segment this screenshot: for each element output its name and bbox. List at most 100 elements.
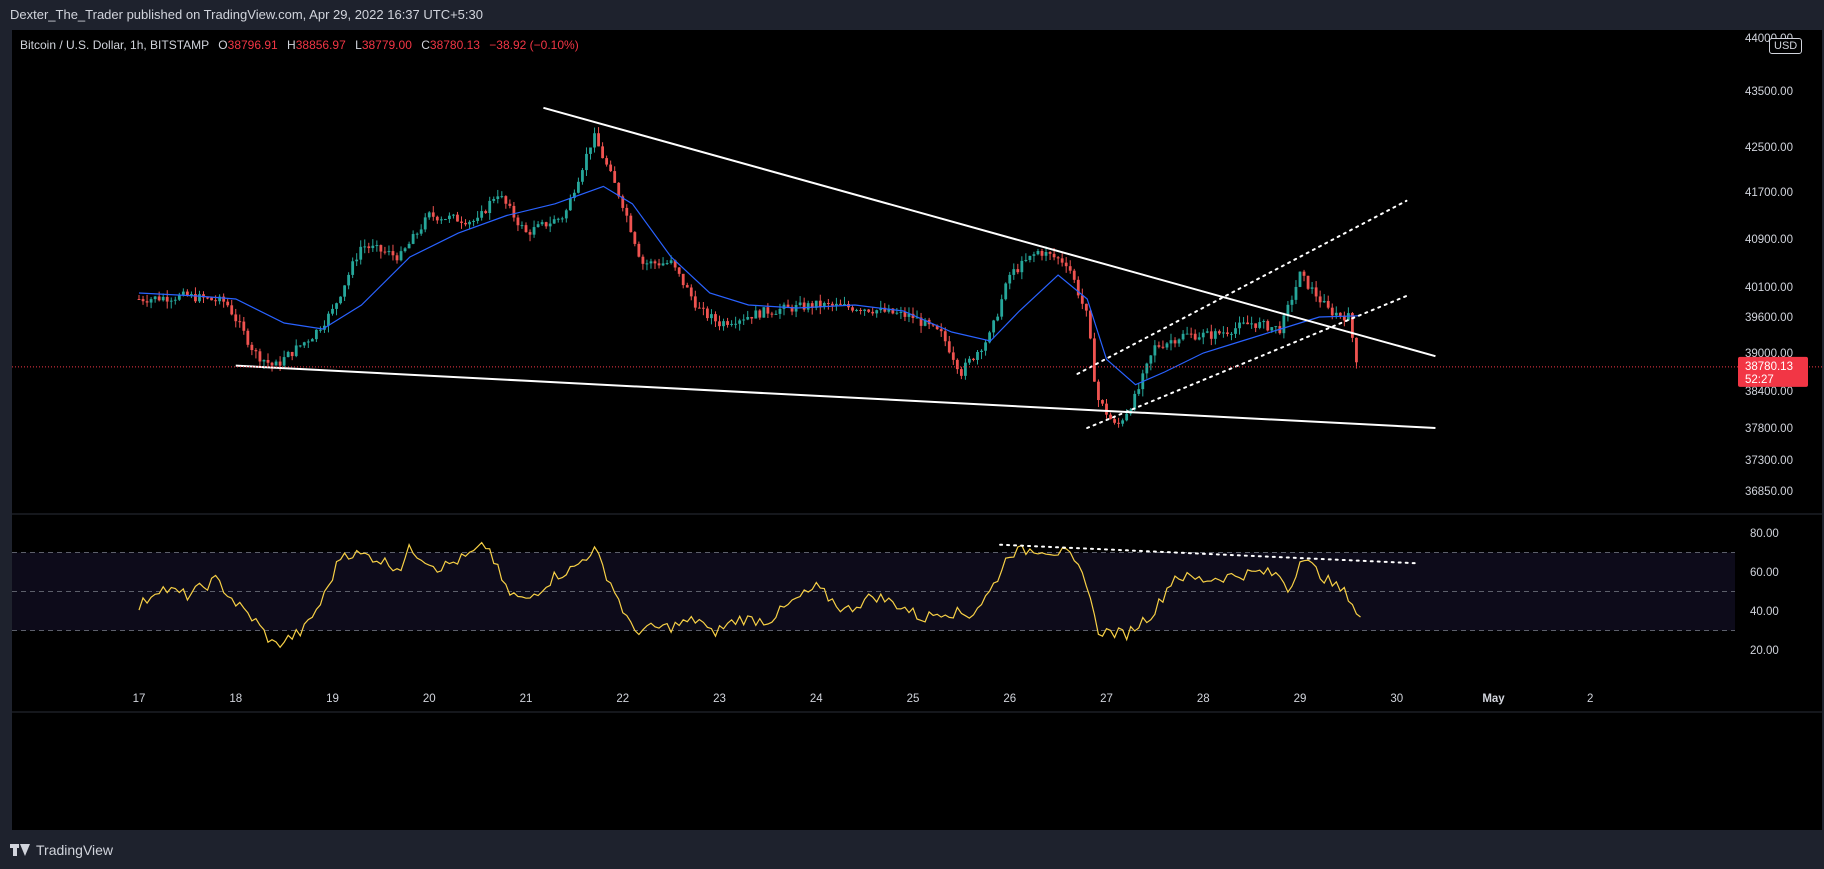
channel-line[interactable] — [1076, 199, 1408, 375]
candle-body — [798, 302, 802, 306]
candle-body — [423, 217, 427, 230]
candle-body — [391, 251, 395, 256]
candle-body — [496, 196, 500, 200]
candle-body — [867, 309, 871, 312]
candle-body — [843, 303, 846, 305]
candle — [1189, 327, 1193, 339]
candle-body — [1338, 312, 1342, 316]
candle-body — [198, 294, 201, 302]
candle — [427, 211, 431, 220]
candle-body — [564, 210, 568, 219]
candle-body — [1326, 300, 1330, 308]
candle-body — [254, 350, 258, 352]
candle-body — [1250, 323, 1254, 325]
candle — [1310, 281, 1314, 294]
rsi-band-fill — [12, 552, 1735, 631]
candle-body — [802, 302, 806, 310]
candle — [1282, 312, 1286, 339]
candle-body — [1185, 333, 1189, 335]
candle-body — [947, 341, 951, 353]
currency-button[interactable]: USD — [1769, 38, 1803, 54]
rsi-axis[interactable]: 80.00 60.00 40.00 20.00 — [1750, 528, 1779, 657]
candle-body — [1012, 269, 1016, 275]
candle-body — [310, 339, 314, 342]
candle-body — [1189, 333, 1193, 335]
candle — [403, 247, 407, 253]
candle-body — [714, 314, 717, 322]
candle — [895, 307, 899, 315]
rsi-line — [138, 541, 1361, 649]
candle — [254, 348, 258, 359]
candle — [1250, 316, 1254, 329]
close-value: 38780.13 — [429, 38, 480, 52]
candle-body — [939, 329, 943, 332]
candle — [867, 309, 871, 314]
candle — [407, 241, 411, 249]
candle-body — [951, 352, 955, 360]
candle — [907, 307, 911, 323]
candle — [395, 252, 399, 264]
candle — [697, 302, 701, 309]
symbol-name[interactable]: Bitcoin / U.S. Dollar, 1h, BITSTAMP — [20, 38, 209, 52]
tradingview-logo-icon — [10, 844, 30, 856]
candle-body — [693, 296, 697, 308]
candle-body — [355, 259, 359, 262]
candle-body — [923, 319, 927, 326]
candle — [512, 202, 516, 222]
candle — [218, 294, 222, 305]
candle-body — [935, 325, 939, 330]
candle — [1121, 418, 1125, 427]
candle — [581, 168, 584, 185]
candle — [730, 320, 733, 327]
low-label: L — [355, 38, 362, 52]
candle-body — [685, 285, 689, 288]
candle — [968, 356, 971, 365]
rsi-divergence-line[interactable] — [999, 543, 1418, 565]
candle-body — [443, 219, 447, 221]
candle-body — [1060, 258, 1064, 263]
candle-body — [851, 307, 854, 311]
candle-body — [722, 321, 725, 327]
candle — [173, 296, 177, 305]
candle-body — [750, 316, 754, 319]
chart-area[interactable]: 44000.0043500.0042500.0041700.0040900.00… — [12, 30, 1822, 830]
candle-body — [242, 321, 246, 331]
trend-line[interactable] — [543, 106, 1436, 358]
candle — [371, 239, 375, 252]
candle-body — [492, 199, 496, 201]
candle — [190, 291, 193, 299]
candle — [822, 301, 826, 310]
candle-body — [181, 291, 185, 295]
candle-body — [1113, 419, 1116, 423]
candle — [1351, 311, 1354, 343]
candle — [1197, 332, 1201, 341]
trend-line[interactable] — [235, 364, 1436, 429]
candle — [1016, 263, 1020, 275]
chart-svg[interactable]: 44000.0043500.0042500.0041700.0040900.00… — [12, 30, 1822, 830]
candle-body — [1197, 337, 1201, 340]
candle — [137, 294, 141, 300]
candle-body — [488, 200, 492, 214]
time-axis[interactable]: 17 18 19 20 21 22 23 24 25 26 27 28 29 30 May 2 — [133, 693, 1594, 705]
candle — [387, 245, 391, 256]
candle-body — [1302, 271, 1306, 276]
candle — [234, 308, 238, 328]
candle-body — [943, 331, 947, 342]
candle — [633, 231, 637, 247]
candle-body — [1242, 322, 1245, 324]
candle — [351, 257, 355, 278]
candle-body — [899, 311, 903, 313]
candle-body — [677, 267, 681, 274]
candle — [238, 314, 242, 328]
candle — [714, 311, 717, 328]
candle-body — [1173, 340, 1177, 344]
channel-line[interactable] — [1086, 295, 1408, 429]
tradingview-logo[interactable]: TradingView — [10, 842, 113, 858]
candle — [379, 244, 383, 259]
candle-body — [395, 255, 399, 261]
candle-body — [512, 205, 516, 218]
candle-body — [931, 324, 935, 326]
candle-body — [399, 251, 403, 261]
candle — [149, 297, 153, 309]
candle — [560, 216, 564, 223]
